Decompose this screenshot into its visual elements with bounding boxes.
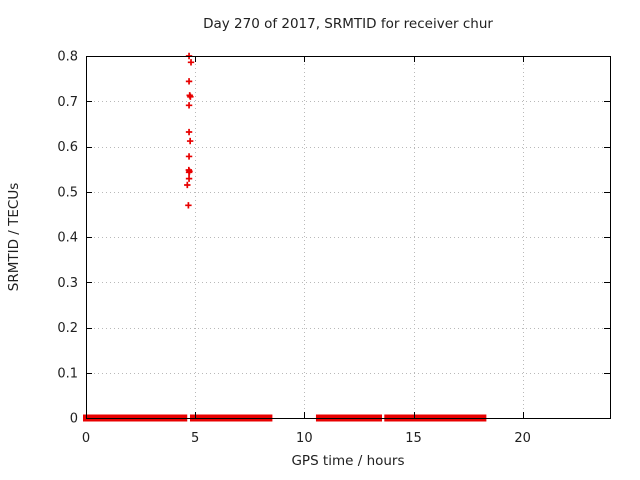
y-tick-label: 0.6 bbox=[57, 140, 78, 155]
x-tick-label: 5 bbox=[191, 431, 199, 446]
data-point-plus bbox=[184, 181, 191, 189]
data-point-plus bbox=[187, 59, 195, 66]
y-tick-label: 0.2 bbox=[57, 321, 78, 336]
data-point-plus bbox=[185, 202, 192, 209]
x-tick-label: 0 bbox=[82, 431, 90, 446]
data-point-plus bbox=[185, 78, 193, 85]
x-tick-label: 20 bbox=[514, 431, 531, 446]
data-point-plus bbox=[185, 102, 193, 109]
data-point-plus bbox=[185, 169, 193, 176]
data-point-plus bbox=[185, 128, 193, 136]
data-point-plus bbox=[185, 175, 193, 182]
x-tick-label: 10 bbox=[296, 431, 313, 446]
chart-title: Day 270 of 2017, SRMTID for receiver chu… bbox=[203, 16, 493, 32]
y-tick-label: 0.3 bbox=[57, 276, 78, 291]
y-tick-label: 0.1 bbox=[57, 366, 78, 381]
x-tick-label: 15 bbox=[405, 431, 422, 446]
plot-border bbox=[86, 56, 611, 419]
data-point-plus bbox=[185, 153, 193, 160]
data-point-plus bbox=[187, 93, 194, 100]
y-tick-label: 0.5 bbox=[57, 185, 78, 200]
y-tick-label: 0.7 bbox=[57, 95, 78, 110]
y-tick-label: 0 bbox=[70, 412, 78, 427]
x-axis-label: GPS time / hours bbox=[291, 453, 405, 469]
y-tick-label: 0.8 bbox=[57, 50, 78, 65]
y-tick-label: 0.4 bbox=[57, 231, 78, 246]
data-point-plus bbox=[186, 137, 194, 145]
